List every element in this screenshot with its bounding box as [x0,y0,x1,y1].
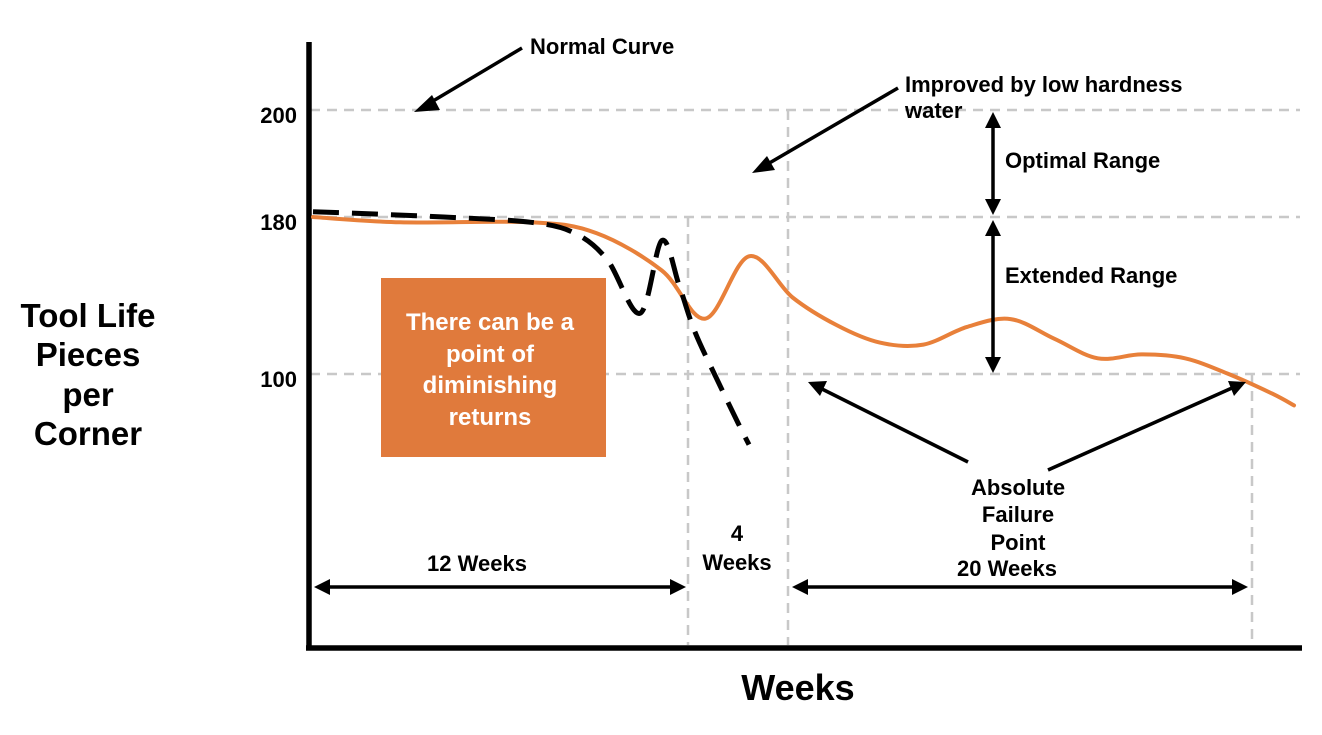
extended-range-label: Extended Range [1005,263,1177,288]
box-text-line-3: diminishing [423,372,558,399]
span-4-label-line-1: 4 [731,521,744,546]
span-20-arrowhead-left [792,579,808,595]
extended-range-arrowhead-bottom [985,357,1001,373]
span-20-label: 20 Weeks [957,556,1057,581]
annotation-arrows [314,46,1248,595]
failure-pointer-right-arrowhead [1228,381,1246,396]
optimal-range-label: Optimal Range [1005,148,1160,173]
improved-label-line-1: Improved by low hardness [905,72,1183,97]
y-axis-label-line-1: Tool Life [20,297,155,334]
span-12-arrowhead-left [314,579,330,595]
failure-pointer-left-arrowhead [808,381,827,396]
span-12-label: 12 Weeks [427,551,527,576]
y-tick-200: 200 [260,103,297,128]
improved-label-line-2: water [904,98,963,123]
extended-range-arrowhead-top [985,220,1001,236]
span-12-arrowhead-right [670,579,686,595]
improved-arrowhead [752,156,775,173]
failure-pointer-right-line [1047,386,1233,472]
optimal-range-arrowhead-bottom [985,199,1001,215]
failure-pointer-left-line [821,387,969,464]
y-axis-label-line-2: Pieces [36,336,141,373]
absolute-failure-label-line-2: Failure [982,502,1054,527]
series-line-normal [312,209,752,446]
series-line-improved [311,215,1296,408]
gridlines [310,108,1300,645]
span-20-arrowhead-right [1232,579,1248,595]
improved-pointer-line [765,86,899,167]
box-text-line-1: There can be a [406,309,575,336]
diminishing-returns-box-bg [381,278,606,457]
normal-curve-arrowhead [414,95,440,112]
x-axis-label: Weeks [741,667,854,708]
span-4-label-line-2: Weeks [702,550,771,575]
y-tick-100: 100 [260,367,297,392]
y-axis-label-line-3: per [62,376,114,413]
y-axis-label-line-4: Corner [34,415,142,452]
normal-curve-pointer-line [427,46,523,106]
box-text-line-4: returns [449,404,532,431]
absolute-failure-label-line-1: Absolute [971,475,1065,500]
normal-curve-label: Normal Curve [530,34,674,59]
axes [306,42,1302,651]
y-tick-180: 180 [260,210,297,235]
y-axis-label: Tool Life Pieces per Corner [20,297,155,452]
absolute-failure-label-line-3: Point [991,530,1047,555]
diminishing-returns-box: There can be a point of diminishing retu… [381,278,606,457]
optimal-range-arrowhead-top [985,112,1001,128]
box-text-line-2: point of [446,341,535,368]
